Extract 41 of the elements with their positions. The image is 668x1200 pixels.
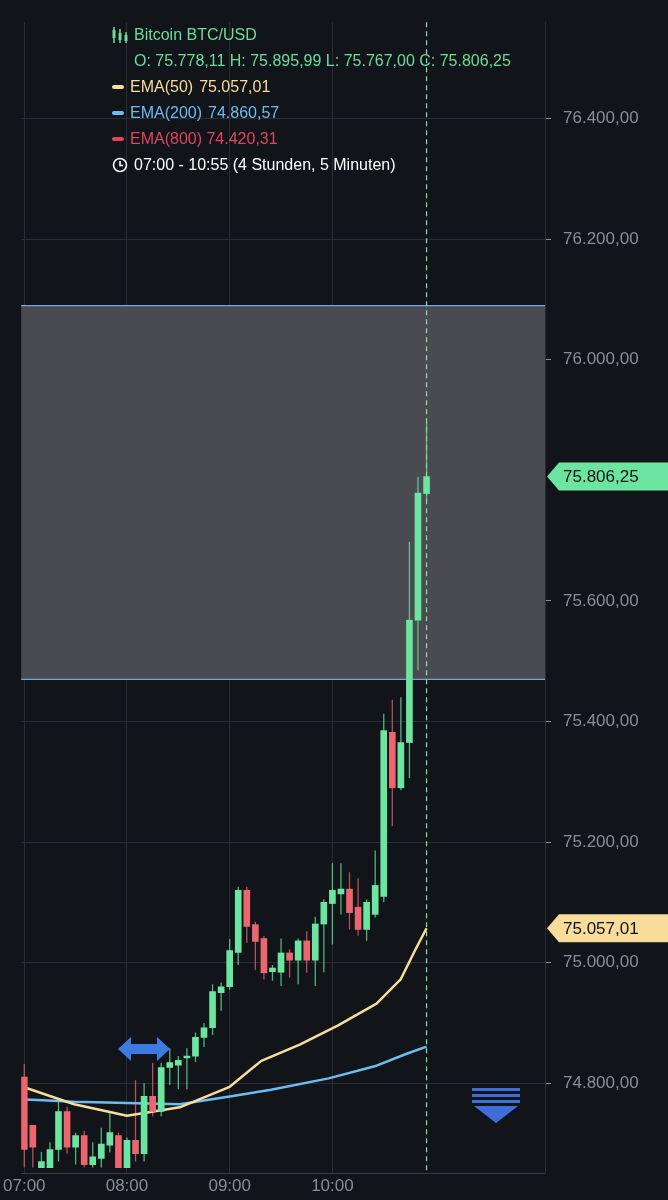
x-tick-label: 09:00 (208, 1176, 251, 1196)
annotation: 74.860,57 (208, 103, 280, 123)
text: 75.806,25 (563, 467, 639, 487)
text: 75.057,01 (563, 918, 639, 938)
y-tick-label: 75.000,00 (563, 952, 639, 972)
candlestick (149, 1062, 156, 1117)
candlestick (106, 1112, 114, 1154)
candlestick (175, 1055, 182, 1090)
candlestick (132, 1079, 139, 1163)
x-tick-label: 07:00 (3, 1176, 46, 1196)
y-tick-label: 75.600,00 (563, 590, 639, 610)
candlestick (46, 1141, 54, 1169)
candlestick (252, 920, 259, 971)
candlestick (329, 862, 336, 946)
chart-title: Bitcoin BTC/USD (134, 25, 257, 45)
candlestick (89, 1141, 97, 1169)
y-tick-label: 75.200,00 (563, 831, 639, 851)
candlestick (200, 1022, 208, 1048)
candlestick (294, 937, 302, 985)
y-tick-label: 75.400,00 (563, 711, 639, 731)
y-tick-label: 76.000,00 (563, 349, 639, 369)
candlestick (72, 1131, 79, 1166)
y-tick-label: 76.400,00 (563, 108, 639, 128)
text: O: 75.778,11 H: 75.895,99 L: 75.767,00 C: 75.806,25 (134, 51, 511, 71)
candlestick (217, 981, 225, 1012)
candlestick (277, 937, 285, 987)
y-tick-label: 74.800,00 (563, 1072, 639, 1092)
candlestick (423, 421, 430, 501)
candlestick (97, 1127, 105, 1169)
annotation: 07:00 - 10:55 (4 Stunden, 5 Minuten) (134, 155, 396, 175)
candlestick (354, 877, 362, 937)
x-tick-label: 08:00 (105, 1176, 149, 1196)
legend-label: EMA(200) (130, 103, 203, 123)
x-tick-label: 10:00 (311, 1176, 354, 1196)
candlestick (286, 948, 293, 979)
legend-label: EMA(50) (130, 77, 194, 97)
annotation: EMA(800) 74.420,31 (130, 129, 278, 149)
annotation: 75.057,01 (199, 77, 271, 97)
candlestick (303, 930, 311, 974)
candlestick (192, 1031, 199, 1063)
y-tick-label: 76.200,00 (563, 228, 639, 248)
